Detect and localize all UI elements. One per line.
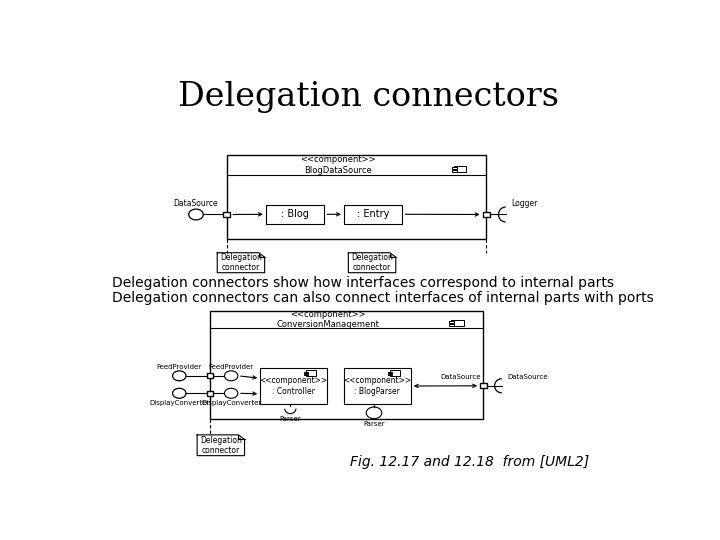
Text: DisplayConverter: DisplayConverter (149, 400, 210, 406)
Text: Parser: Parser (363, 421, 384, 427)
Text: DisplayConverter: DisplayConverter (201, 400, 261, 406)
Text: DataSource: DataSource (440, 374, 481, 380)
Bar (480, 383, 487, 388)
Bar (482, 212, 490, 217)
Bar (260, 368, 327, 404)
Text: Delegation
connector: Delegation connector (200, 436, 242, 455)
Bar (306, 370, 316, 376)
Text: Delegation
connector: Delegation connector (351, 253, 393, 272)
Bar (304, 374, 308, 375)
Polygon shape (348, 253, 396, 273)
Text: <<component>>
ConversionManagement: <<component>> ConversionManagement (276, 310, 379, 329)
Bar (344, 368, 411, 404)
Bar (344, 205, 402, 224)
Bar (451, 170, 456, 172)
Bar (388, 374, 392, 375)
Bar (449, 321, 454, 323)
Bar (210, 311, 483, 419)
Text: DataSource: DataSource (508, 374, 548, 380)
Bar (304, 372, 308, 373)
Text: <<component>>
: Controller: <<component>> : Controller (260, 376, 328, 396)
Text: Delegation
connector: Delegation connector (220, 253, 262, 272)
Bar (451, 320, 464, 326)
Text: <<component>>
: BlogParser: <<component>> : BlogParser (343, 376, 411, 396)
Text: : Blog: : Blog (281, 210, 309, 219)
Text: FeedProvider: FeedProvider (157, 364, 202, 370)
Text: Delegation connectors show how interfaces correspond to internal parts: Delegation connectors show how interface… (112, 276, 614, 290)
Text: Fig. 12.17 and 12.18  from [UML2]: Fig. 12.17 and 12.18 from [UML2] (350, 455, 589, 469)
Text: DataSource: DataSource (174, 199, 218, 208)
Bar (454, 166, 467, 172)
Polygon shape (217, 253, 265, 273)
Text: : Entry: : Entry (357, 210, 390, 219)
Text: Delegation connectors can also connect interfaces of internal parts with ports: Delegation connectors can also connect i… (112, 291, 654, 305)
Bar (223, 212, 230, 217)
Bar (227, 156, 486, 239)
Polygon shape (197, 435, 245, 456)
Bar (266, 205, 324, 224)
Bar (207, 391, 213, 396)
Bar (390, 370, 400, 376)
Bar (207, 373, 213, 379)
Text: Logger: Logger (511, 199, 538, 208)
Text: <<component>>
BlogDataSource: <<component>> BlogDataSource (300, 156, 376, 175)
Text: FeedProvider: FeedProvider (209, 364, 253, 370)
Bar (451, 167, 456, 170)
Text: Parser: Parser (279, 416, 301, 422)
Bar (388, 372, 392, 373)
Text: Delegation connectors: Delegation connectors (179, 82, 559, 113)
Bar (449, 323, 454, 326)
